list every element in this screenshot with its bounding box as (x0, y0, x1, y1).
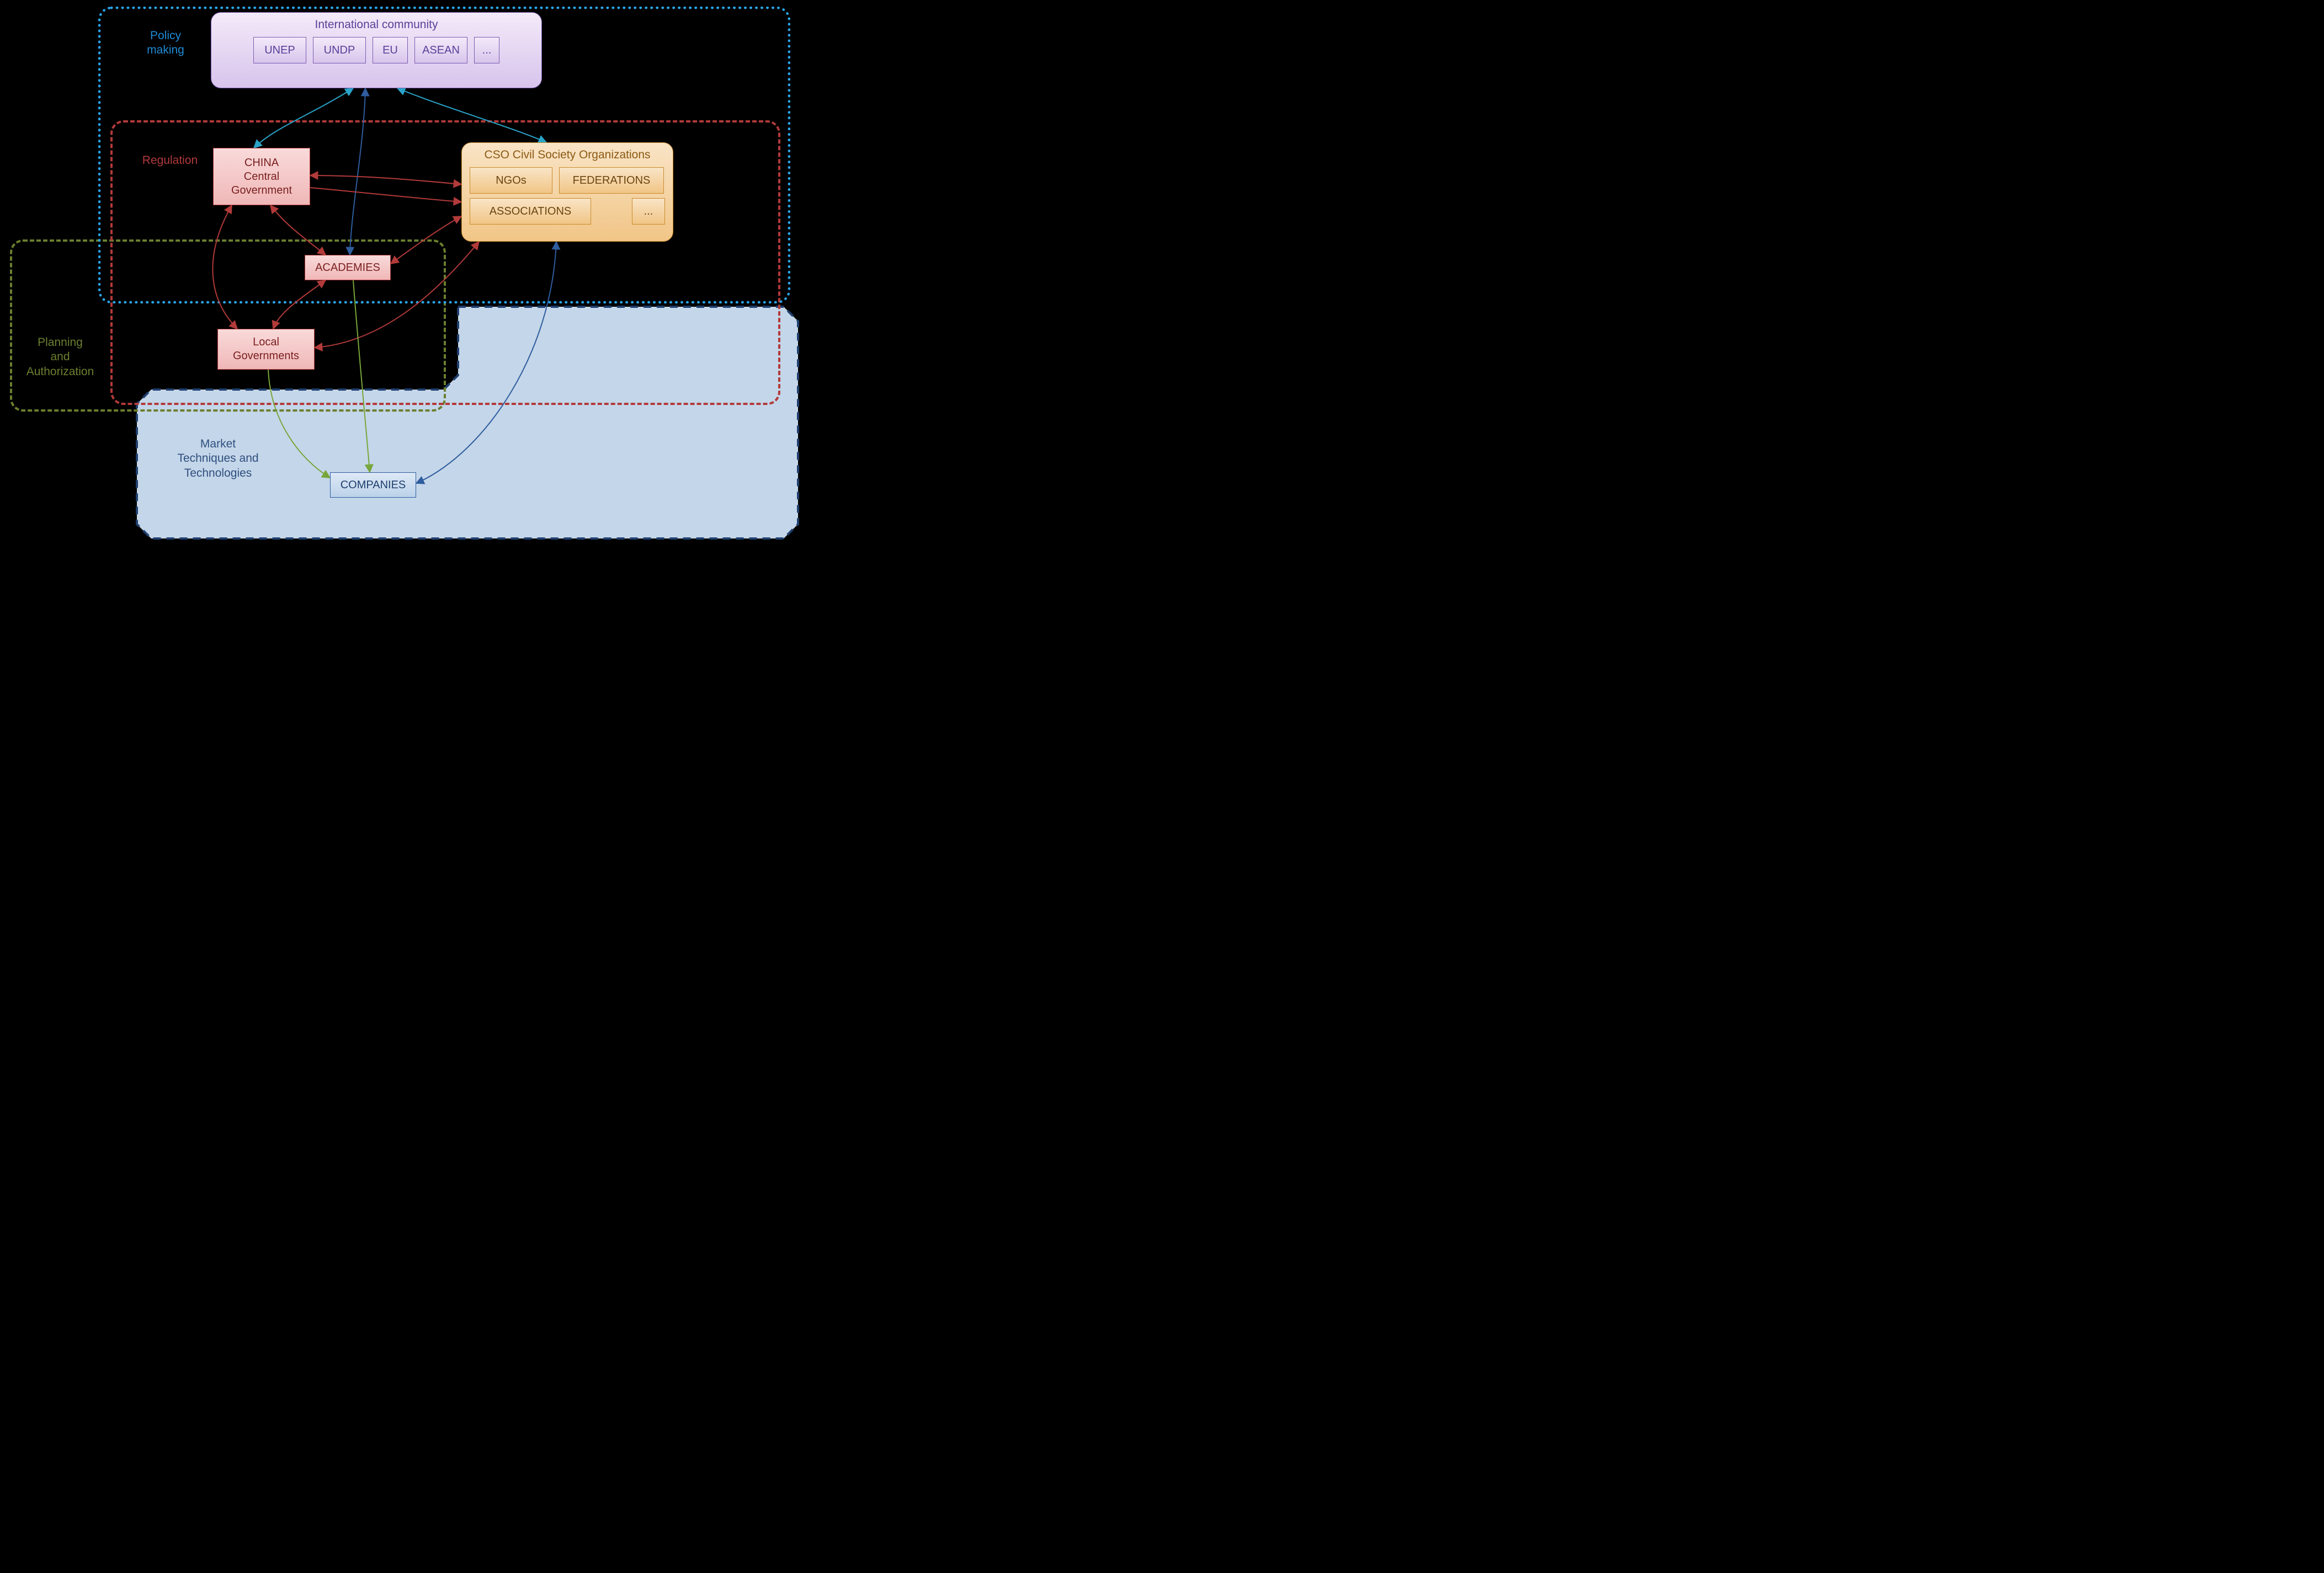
intl-item-eu: EU (373, 37, 408, 63)
region-label-planning: PlanningandAuthorization (19, 335, 102, 379)
intl-item-asean: ASEAN (414, 37, 467, 63)
node-academies: ACADEMIES (305, 255, 391, 280)
node-china: CHINACentralGovernment (213, 148, 310, 205)
node-companies: COMPANIES (330, 472, 416, 498)
cso-item-associations: ASSOCIATIONS (470, 198, 591, 225)
intl-item-dotdotdot: ... (474, 37, 499, 63)
cso-item-dotdotdot: ... (632, 198, 665, 225)
intl-item-undp: UNDP (313, 37, 366, 63)
cso-item-ngos: NGOs (470, 167, 552, 194)
cso-item-federations: FEDERATIONS (559, 167, 664, 194)
region-label-policy-making: Policymaking (132, 29, 199, 58)
node-international-community: International community UNEP UNDP EUASEAN..… (211, 12, 542, 88)
intl-title: International community (219, 18, 534, 31)
intl-item-unep: UNEP (253, 37, 306, 63)
node-local: LocalGovernments (217, 329, 315, 370)
node-cso: CSO Civil Society Organizations NGOs FEDER… (461, 142, 673, 242)
cso-title: CSO Civil Society Organizations (470, 148, 665, 162)
region-label-regulation: Regulation (137, 153, 203, 168)
region-label-market: MarketTechniques andTechnologies (171, 437, 265, 481)
